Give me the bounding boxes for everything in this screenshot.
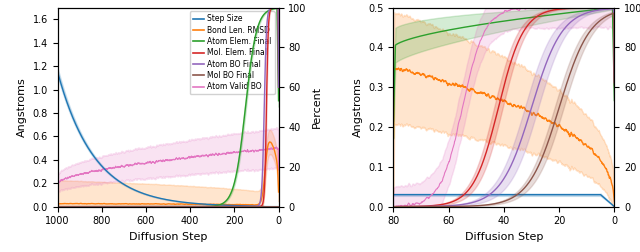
X-axis label: Diffusion Step: Diffusion Step — [129, 232, 207, 242]
Y-axis label: Percent: Percent — [312, 86, 322, 128]
Legend: Step Size, Bond Len. RMSD, Atom Elem. Final, Mol. Elem. Final, Atom BO Final, Mo: Step Size, Bond Len. RMSD, Atom Elem. Fi… — [189, 11, 275, 94]
Y-axis label: Angstroms: Angstroms — [353, 77, 363, 137]
X-axis label: Diffusion Step: Diffusion Step — [465, 232, 543, 242]
Y-axis label: Angstroms: Angstroms — [17, 77, 27, 137]
